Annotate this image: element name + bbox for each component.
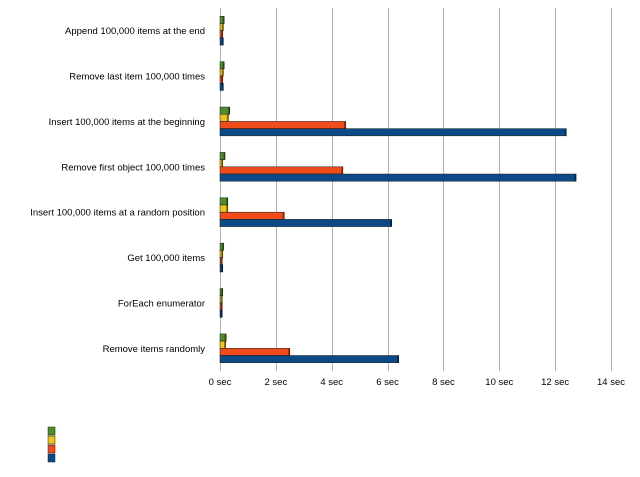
bar-end-shade	[224, 341, 226, 349]
bar-end-shade	[222, 61, 225, 69]
x-tick-labels: 0 sec 2 sec 4 sec 6 sec 8 sec 10 sec 12 sec 14 …	[209, 377, 626, 388]
x-tick-label: 8 sec	[432, 377, 455, 388]
bar-end-shade	[221, 30, 223, 38]
bar	[219, 219, 393, 227]
bar-end-shade	[220, 310, 223, 318]
legend-swatch	[47, 444, 56, 454]
bar-end-shade	[221, 37, 224, 46]
bar-end-shade	[221, 159, 223, 167]
bar-end-shade	[220, 295, 223, 303]
x-tick-label: 12 sec	[541, 377, 569, 388]
bar-end-shade	[282, 212, 285, 220]
x-tick-label: 2 sec	[264, 377, 287, 388]
bar	[219, 264, 224, 273]
bar-end-shade	[221, 288, 223, 296]
bar-end-shade	[220, 302, 223, 311]
bar-end-shade	[224, 333, 227, 342]
bar	[219, 121, 346, 129]
bar	[219, 355, 399, 363]
bar-end-shade	[222, 16, 225, 24]
bar-end-shade	[222, 243, 224, 251]
category-label: Remove first object 100,000 times	[61, 162, 205, 173]
bar-end-shade	[223, 152, 226, 160]
x-tick-label: 10 sec	[485, 377, 513, 388]
bar	[219, 348, 291, 356]
bar-end-shade	[341, 166, 343, 175]
bar-end-shade	[574, 174, 577, 182]
bar	[219, 309, 223, 318]
bar	[219, 37, 224, 46]
x-tick-label: 14 sec	[597, 377, 625, 388]
bar	[219, 128, 567, 137]
gridlines	[220, 8, 612, 371]
category-label: Remove items randomly	[103, 344, 206, 355]
x-tick-label: 0 sec	[209, 377, 232, 388]
category-label: Append 100,000 items at the end	[65, 26, 205, 37]
bar-end-shade	[221, 76, 223, 84]
category-label: ForEach enumerator	[118, 298, 205, 309]
legend-swatch	[47, 426, 56, 436]
bar-end-shade	[220, 257, 223, 265]
legend	[47, 426, 56, 463]
bar-end-shade	[390, 219, 392, 227]
bar	[219, 211, 285, 220]
bar-end-shade	[221, 23, 224, 31]
legend-swatch	[47, 435, 56, 445]
bar-end-shade	[226, 197, 228, 205]
bar-end-shade	[221, 250, 223, 258]
x-tick-label: 6 sec	[376, 377, 399, 388]
bars	[219, 16, 577, 363]
category-label: Get 100,000 items	[127, 253, 205, 264]
bar-end-shade	[228, 107, 230, 115]
bar-end-shade	[221, 83, 224, 91]
legend-swatch	[47, 453, 56, 463]
bar	[219, 166, 344, 175]
bar-end-shade	[226, 204, 228, 213]
category-label: Insert 100,000 items at the beginning	[49, 117, 205, 128]
bar-end-shade	[226, 114, 229, 122]
bar	[219, 173, 577, 182]
category-labels: Append 100,000 items at the end Remove la…	[30, 26, 205, 355]
bar-end-shade	[397, 355, 399, 363]
bar-end-shade	[221, 68, 224, 77]
bar	[219, 83, 224, 91]
bar-end-shade	[344, 121, 346, 129]
x-tick-label: 4 sec	[320, 377, 343, 388]
category-label: Insert 100,000 items at a random positio…	[30, 208, 205, 219]
bar-end-shade	[288, 348, 290, 356]
bar-end-shade	[564, 128, 567, 136]
bar-end-shade	[221, 264, 223, 272]
category-label: Remove last item 100,000 times	[69, 72, 205, 83]
